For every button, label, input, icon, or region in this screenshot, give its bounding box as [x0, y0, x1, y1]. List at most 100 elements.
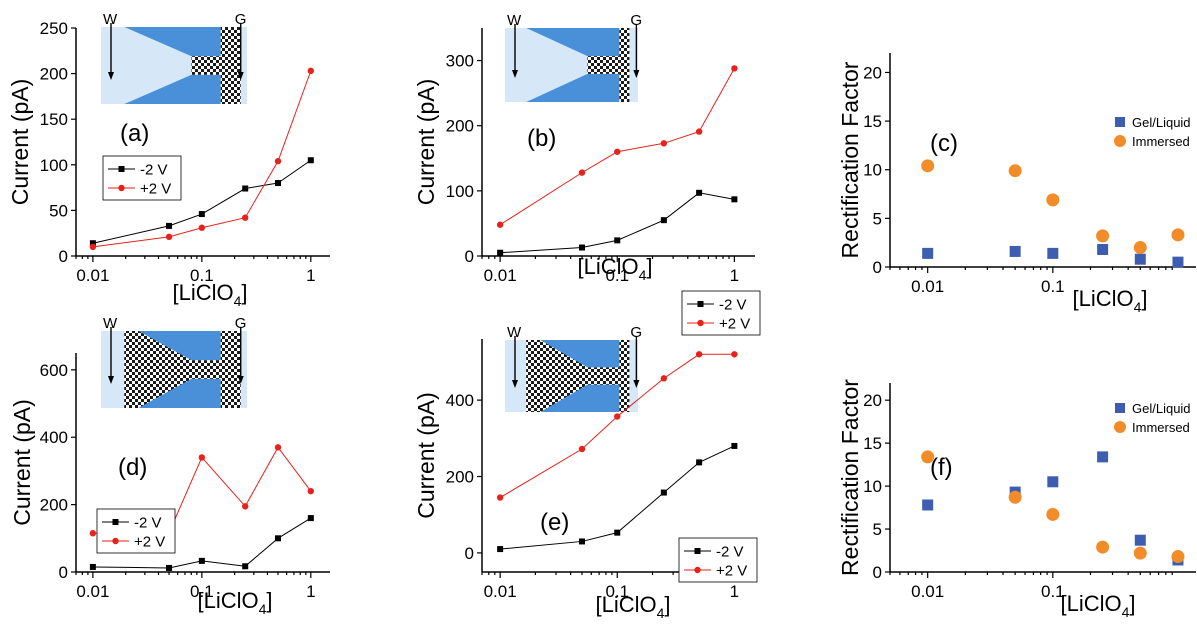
- inset-g-label: G: [235, 11, 247, 28]
- x-tick-label: 1: [306, 266, 315, 285]
- data-point: [275, 535, 282, 542]
- x-tick-label: 0.1: [190, 582, 214, 601]
- inset-gel-right: [220, 27, 241, 104]
- data-point: [731, 196, 738, 203]
- x-tick-label: 1: [730, 582, 739, 601]
- data-point: [274, 157, 282, 165]
- legend-label: +2 V: [134, 534, 165, 551]
- data-point: [198, 454, 206, 461]
- inset-gel-channel: [526, 340, 620, 412]
- data-point: [1096, 229, 1110, 243]
- legend-marker: [112, 519, 119, 525]
- y-tick-label: 50: [49, 201, 68, 220]
- data-point: [1046, 193, 1060, 207]
- panel-c: 0 5 10 15 20 0.01 0.1 Rectification Factor [LiCl…: [837, 53, 1196, 315]
- data-point: [89, 240, 96, 247]
- inset-g-arrowhead: [237, 376, 244, 384]
- data-point: [695, 351, 703, 358]
- inset-g-arrowhead: [633, 70, 640, 78]
- x-tick-label: 0.01: [484, 266, 517, 285]
- x-tick-label: 0.1: [605, 582, 629, 601]
- data-point: [614, 413, 621, 420]
- x-tick-label: 1: [306, 582, 315, 601]
- y-axis-label: Rectification Factor: [837, 61, 863, 258]
- data-point: [198, 224, 206, 231]
- legend: -2 V +2 V: [102, 155, 182, 201]
- legend-marker: [697, 301, 704, 307]
- data-point: [1047, 476, 1059, 488]
- panel-f: 0 5 10 15 20 0.01 0.1 Rectification Factor [LiCl…: [837, 379, 1196, 620]
- inset-gel-right: [619, 340, 630, 412]
- data-point: [614, 529, 621, 536]
- series-line: [92, 517, 312, 569]
- y-tick-label: 0: [465, 544, 474, 563]
- inset-gel-left: [526, 340, 541, 412]
- y-tick-label: 150: [40, 110, 68, 129]
- data-point: [165, 233, 173, 241]
- legend-label: +2 V: [719, 316, 750, 333]
- data-point: [1171, 228, 1185, 242]
- legend-marker: [118, 184, 125, 192]
- data-point: [1008, 164, 1022, 178]
- y-tick-label: 10: [863, 161, 882, 180]
- data-point: [922, 247, 934, 259]
- y-tick-label: 200: [446, 468, 474, 487]
- y-tick-label: 10: [863, 477, 882, 496]
- data-point: [1097, 451, 1109, 463]
- inset-membrane-top: [124, 27, 221, 57]
- inset-membrane-bottom: [526, 73, 620, 102]
- data-point: [166, 222, 173, 229]
- panel-label: (b): [527, 125, 556, 152]
- data-point: [496, 221, 504, 228]
- legend-label: Immersed: [1132, 420, 1190, 435]
- y-tick-label: 250: [40, 19, 68, 38]
- y-tick-label: 0: [465, 247, 474, 266]
- legend-label: Immersed: [1132, 134, 1190, 149]
- panel-label: (c): [930, 130, 958, 157]
- y-axis-label: Rectification Factor: [837, 379, 863, 576]
- x-tick-label: 0.01: [911, 582, 944, 601]
- data-point: [579, 538, 586, 545]
- series-line: [92, 159, 312, 244]
- data-point: [578, 445, 586, 453]
- legend-label: +2 V: [140, 181, 171, 198]
- inset-gel-right: [619, 28, 630, 102]
- inset-gel-channel: [124, 331, 221, 408]
- data-point: [921, 159, 935, 173]
- y-tick-label: 200: [40, 496, 68, 515]
- inset-gel-tip: [191, 56, 221, 75]
- legend-box: [678, 537, 758, 583]
- x-tick-label: 0.01: [484, 582, 517, 601]
- inset-membrane-top: [526, 28, 620, 57]
- legend-box: [102, 155, 182, 201]
- x-axis-label: [LiClO4]: [1072, 286, 1147, 315]
- legend-marker: [1114, 421, 1126, 433]
- inset-w-label: W: [507, 324, 522, 341]
- y-tick-label: 100: [40, 156, 68, 175]
- x-axis-label: [LiClO4]: [595, 592, 670, 621]
- data-point: [614, 148, 621, 155]
- x-axis-label: [LiClO4]: [172, 280, 247, 309]
- y-tick-label: 15: [863, 434, 882, 453]
- legend-marker: [694, 566, 701, 574]
- data-point: [242, 503, 249, 510]
- legend-marker: [118, 166, 125, 172]
- y-axis-label: Current (pA): [9, 399, 35, 526]
- y-tick-label: 20: [863, 391, 882, 410]
- legend-marker: [1115, 117, 1125, 127]
- series-line: [500, 192, 735, 254]
- y-tick-label: 400: [40, 428, 68, 447]
- data-point: [274, 444, 282, 451]
- x-tick-label: 0.1: [1041, 582, 1065, 601]
- data-point: [660, 375, 668, 382]
- x-axis-label: [LiClO4]: [1060, 591, 1135, 620]
- legend-box: [681, 290, 761, 336]
- data-point: [1097, 243, 1109, 255]
- legend-label: +2 V: [716, 563, 747, 580]
- inset-g-arrowhead: [633, 380, 640, 388]
- y-axis-label: Current (pA): [413, 392, 439, 519]
